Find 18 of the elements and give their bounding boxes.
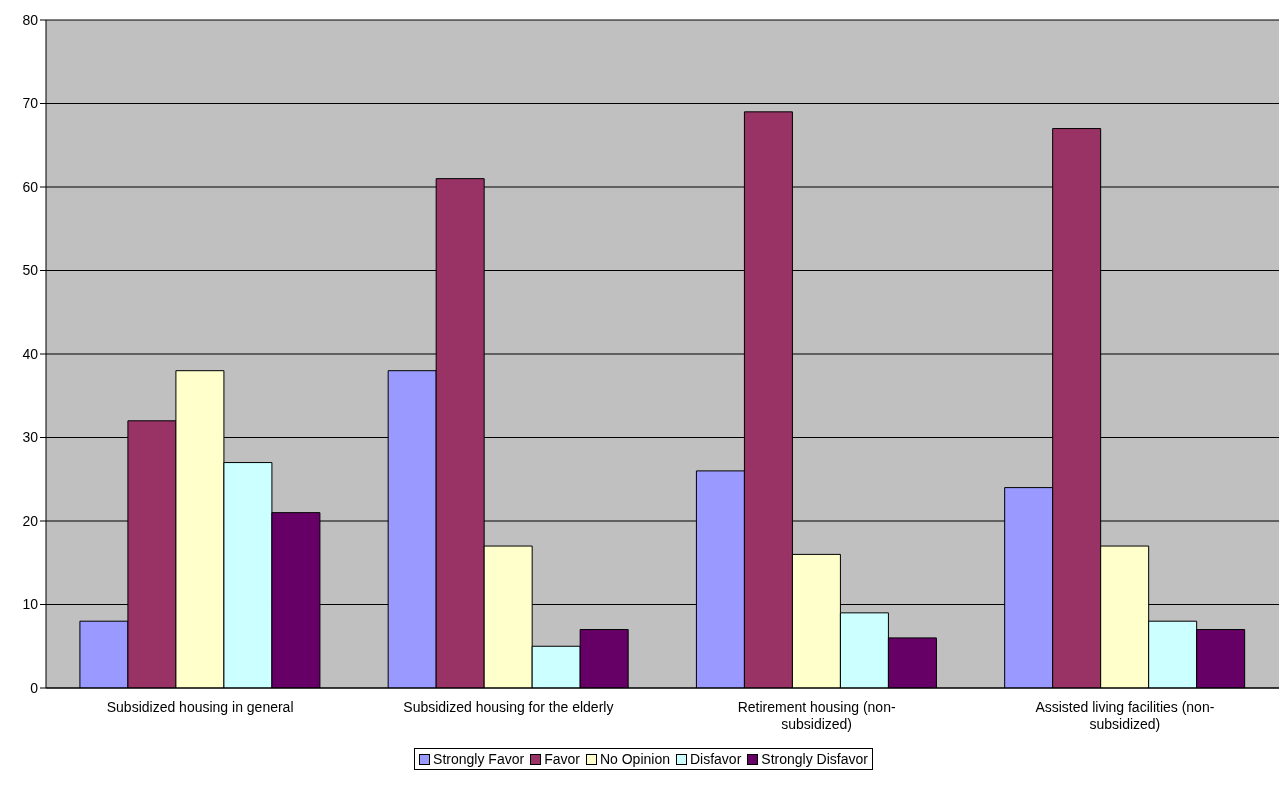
y-tick-label: 40	[22, 345, 39, 362]
x-tick-label: Subsidized housing in general	[106, 699, 294, 715]
y-tick-label: 10	[22, 596, 39, 613]
y-tick-label: 80	[22, 11, 39, 28]
x-tick-label: Assisted living facilities (non-subsidized)	[1035, 699, 1215, 732]
legend-label: Favor	[543, 751, 580, 767]
legend-label: No Opinion	[598, 751, 670, 767]
legend-label: Strongly Disfavor	[760, 751, 868, 767]
y-tick-label: 70	[22, 95, 39, 112]
y-tick-label: 30	[22, 429, 39, 446]
legend-label: Disfavor	[688, 751, 742, 767]
y-tick-label: 50	[22, 262, 39, 279]
y-tick-label: 20	[22, 512, 39, 529]
x-tick-label: Retirement housing (non-subsidized)	[737, 699, 896, 732]
y-tick-label: 60	[22, 178, 39, 195]
x-tick-label: Subsidized housing for the elderly	[403, 699, 614, 715]
legend-label: Strongly Favor	[432, 751, 525, 767]
y-tick-label: 0	[30, 679, 39, 696]
